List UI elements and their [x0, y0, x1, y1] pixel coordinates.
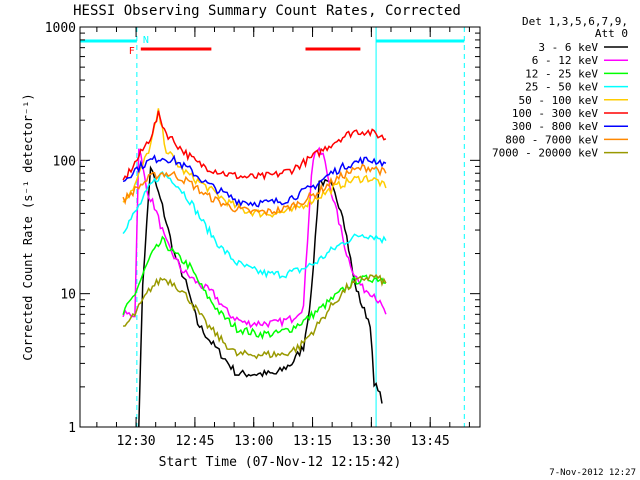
series-line-7	[122, 163, 387, 217]
legend-label-0: 3 - 6 keV	[538, 41, 598, 54]
series-layer	[122, 108, 387, 428]
footer-timestamp: 7-Nov-2012 12:27	[549, 468, 636, 478]
series-line-8	[123, 273, 387, 360]
legend-label-1: 6 - 12 keV	[532, 54, 599, 67]
legend-label-7: 800 - 7000 keV	[505, 133, 598, 146]
x-tick-label: 13:30	[352, 434, 391, 449]
series-line-3	[122, 171, 387, 280]
series-line-6	[122, 154, 387, 208]
legend-label-6: 300 - 800 keV	[512, 120, 598, 133]
series-line-2	[122, 235, 386, 340]
axes-layer: 1 10 100 1000 12:30 12:45 13:00 13:15 13:30 13:45	[45, 21, 480, 449]
y-tick-label: 100	[53, 154, 76, 169]
y-tick-label: 1000	[45, 21, 76, 36]
y-tick-label: 1	[68, 421, 76, 436]
legend-header-detectors: Det 1,3,5,6,7,9,	[522, 15, 628, 28]
legend-label-2: 12 - 25 keV	[525, 67, 598, 80]
x-tick-label: 13:45	[411, 434, 450, 449]
x-tick-label: 13:15	[293, 434, 332, 449]
flare-bar-label: F	[129, 46, 135, 57]
x-tick-label: 12:30	[117, 434, 156, 449]
series-line-1	[122, 146, 387, 329]
series-line-0	[138, 165, 383, 428]
legend-label-5: 100 - 300 keV	[512, 107, 598, 120]
y-axis-label: Corrected Count Rate (s⁻¹ detector⁻¹)	[21, 93, 35, 360]
legend-header-attenuator: Att 0	[595, 27, 628, 40]
x-axis-label: Start Time (07-Nov-12 12:15:42)	[159, 455, 402, 470]
legend-label-3: 25 - 50 keV	[525, 81, 598, 94]
x-tick-label: 12:45	[175, 434, 214, 449]
series-line-5	[122, 110, 387, 181]
night-bar-label: N	[143, 35, 149, 46]
series-line-4	[122, 108, 387, 219]
legend-label-8: 7000 - 20000 keV	[492, 147, 598, 160]
y-tick-label: 10	[60, 288, 76, 303]
legend-label-4: 50 - 100 keV	[519, 94, 599, 107]
x-tick-label: 13:00	[234, 434, 273, 449]
plot-frame	[79, 26, 481, 428]
chart-title: HESSI Observing Summary Count Rates, Cor…	[73, 3, 461, 19]
